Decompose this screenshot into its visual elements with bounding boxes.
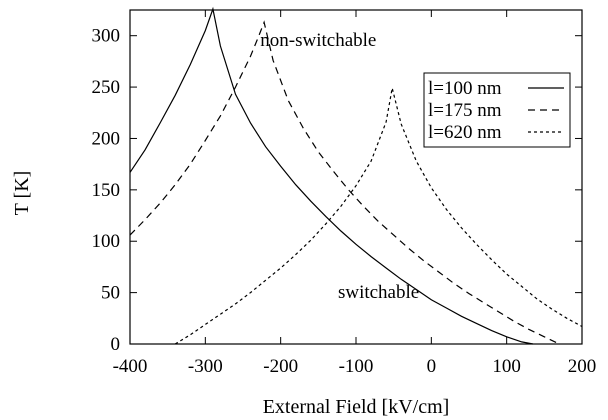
series-curves (129, 6, 583, 345)
y-tick-label: 200 (92, 128, 121, 149)
y-tick-label: 50 (101, 283, 120, 304)
y-tick-label: 300 (92, 26, 121, 47)
legend-label: l=620 nm (428, 122, 502, 143)
annotation-2: switchable (338, 282, 419, 303)
x-tick-label: 0 (427, 356, 437, 377)
y-axis-title: T [K] (11, 171, 33, 216)
x-tick-label: 100 (492, 356, 521, 377)
x-tick-label: -300 (188, 356, 223, 377)
legend-label: l=175 nm (428, 100, 502, 121)
annotations: non-switchable switchable (260, 30, 419, 303)
x-tick-label: -400 (113, 356, 148, 377)
y-tick-label: 100 (92, 231, 121, 252)
legend-label: l=100 nm (428, 78, 502, 99)
x-tick-label: -100 (339, 356, 374, 377)
x-tick-label: 200 (568, 356, 597, 377)
plot-frame (129, 9, 583, 345)
y-tick-label: 250 (92, 77, 121, 98)
annotation-1: non-switchable (260, 30, 376, 51)
x-axis-title: External Field [kV/cm] (263, 396, 450, 418)
y-tick-label: 150 (92, 180, 121, 201)
series-line-3 (174, 87, 583, 345)
axis-ticks: -400 -300 -200 -100 0 100 200 0 50 100 150 200 250 30… (92, 10, 597, 377)
series-line-2 (129, 20, 560, 345)
series-line-1 (129, 6, 534, 345)
x-tick-label: -200 (263, 356, 298, 377)
y-tick-label: 0 (111, 334, 121, 355)
legend: l=100 nml=175 nml=620 nm (423, 72, 571, 148)
